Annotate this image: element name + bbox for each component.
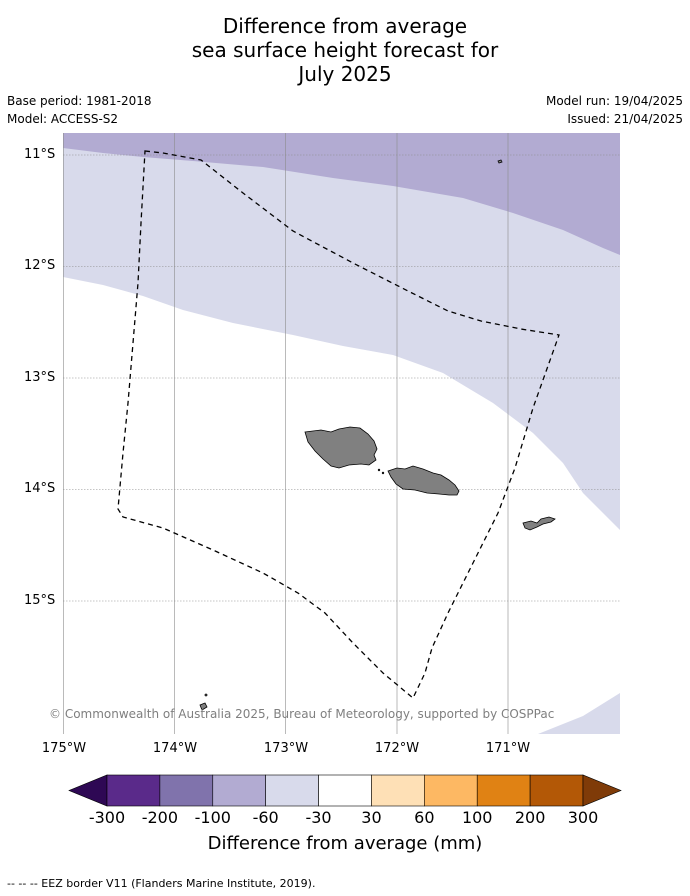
colorbar-tick-label: 300	[567, 808, 599, 827]
title-line-1: Difference from average	[222, 14, 468, 38]
anomaly-band-minus30-60	[63, 133, 620, 530]
eez-footnote: -- -- -- EEZ border V11 (Flanders Marine…	[7, 877, 316, 890]
colorbar-segment	[371, 774, 425, 807]
lat-label-14s: 14°S	[24, 481, 56, 496]
lon-label-175w: 175°W	[41, 741, 87, 756]
islands	[199, 159, 556, 711]
colorbar-segment	[476, 774, 531, 807]
colorbar-tick-label: -200	[141, 808, 179, 827]
lat-label-13s: 13°S	[24, 370, 56, 385]
islet-manono	[381, 471, 385, 475]
colorbar-segment	[318, 774, 372, 807]
island-small-south	[199, 702, 208, 711]
lon-label-172w: 172°W	[374, 741, 420, 756]
colorbar-tick-label: -60	[252, 808, 279, 827]
colorbar-tick-label: 60	[414, 808, 435, 827]
lat-label-11s: 11°S	[24, 147, 56, 162]
colorbar-segment	[212, 774, 266, 807]
colorbar-tick-label: -30	[305, 808, 332, 827]
eez-border	[117, 150, 560, 700]
colorbar-extend-low	[68, 774, 108, 807]
colorbar-label: Difference from average (mm)	[207, 833, 483, 854]
colorbar-tick-label: 100	[461, 808, 493, 827]
map-panel	[63, 133, 620, 734]
lat-label-15s: 15°S	[24, 593, 56, 608]
lat-label-12s: 12°S	[24, 258, 56, 273]
colorbar-tick-label: 30	[361, 808, 382, 827]
island-savaii	[304, 426, 378, 469]
colorbar-extend-high	[582, 774, 622, 807]
lon-label-171w: 171°W	[485, 741, 531, 756]
colorbar-segment	[159, 774, 214, 807]
copyright-notice: © Commonwealth of Australia 2025, Bureau…	[49, 707, 555, 721]
island-upolu	[387, 465, 460, 496]
colorbar-segment	[424, 774, 478, 807]
colorbar-tick-label: -100	[194, 808, 231, 827]
islet-apolima	[377, 468, 381, 472]
island-small-north	[497, 159, 503, 164]
colorbar-segment	[529, 774, 584, 807]
title-line-2: sea surface height forecast for	[191, 38, 499, 62]
title-line-3: July 2025	[298, 62, 392, 86]
base-period: Base period: 1981-2018	[7, 94, 152, 108]
lon-label-174w: 174°W	[152, 741, 198, 756]
islet-south	[204, 693, 208, 697]
colorbar-tick-label: -300	[88, 808, 126, 827]
gridlines	[63, 133, 620, 734]
colorbar-segment	[106, 774, 161, 807]
colorbar	[68, 774, 622, 807]
model-name: Model: ACCESS-S2	[7, 112, 119, 126]
colorbar-tick-label: 200	[514, 808, 546, 827]
anomaly-band-bottom-right	[538, 693, 620, 734]
issued-date: Issued: 21/04/2025	[567, 112, 683, 126]
anomaly-band-minus60-100	[63, 133, 620, 255]
island-tutuila	[522, 516, 556, 531]
lon-label-173w: 173°W	[263, 741, 309, 756]
chart-title: Difference from average sea surface heig…	[0, 14, 690, 86]
colorbar-segment	[265, 774, 319, 807]
map-canvas	[63, 133, 620, 734]
model-run: Model run: 19/04/2025	[545, 94, 683, 108]
